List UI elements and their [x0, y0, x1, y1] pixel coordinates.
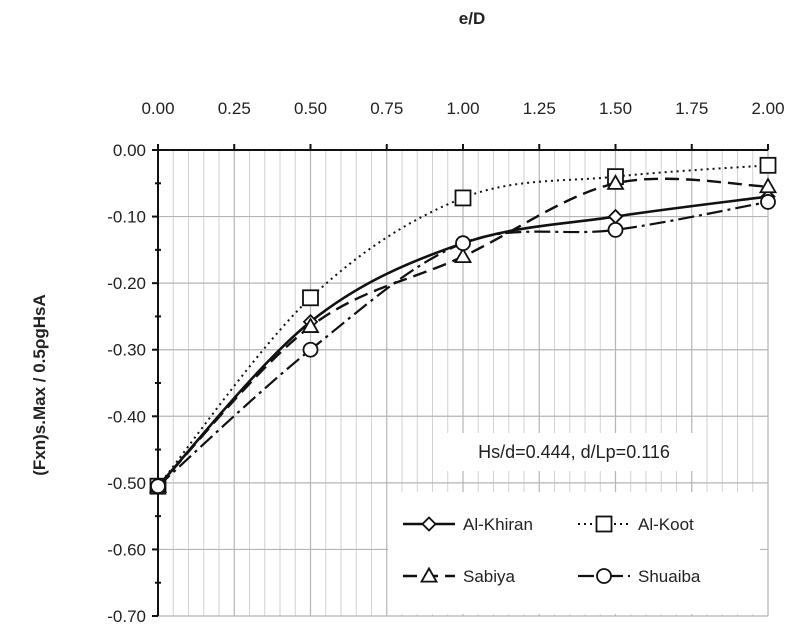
- y-tick-label: -0.10: [107, 208, 146, 227]
- y-tick-labels: 0.00 -0.10 -0.20 -0.30 -0.40 -0.50 -0.60 -0.70: [107, 141, 146, 626]
- x-tick-label: 0.00: [141, 99, 174, 118]
- legend-label: Shuaiba: [638, 567, 701, 586]
- x-tick-label: 0.25: [218, 99, 251, 118]
- y-tick-label: -0.20: [107, 274, 146, 293]
- data-point-circle: [455, 235, 471, 252]
- legend-marker-circle: [596, 568, 612, 584]
- series-line: [157, 164, 769, 487]
- data-point-circle: [302, 341, 319, 358]
- x-tick-label: 2.00: [751, 99, 784, 118]
- x-tick-label: 1.25: [523, 99, 556, 118]
- legend-marker-square: [595, 515, 613, 533]
- axes: [152, 144, 769, 617]
- legend-entry: Sabiya: [403, 566, 516, 586]
- x-tick-label: 1.50: [599, 99, 632, 118]
- y-tick-label: -0.30: [107, 341, 146, 360]
- data-point-triangle: [758, 177, 778, 194]
- data-point-triangle: [301, 317, 320, 333]
- data-point-triangle: [606, 173, 625, 190]
- data-point-square: [759, 156, 777, 174]
- legend-marker-triangle: [419, 566, 439, 583]
- y-tick-label: -0.70: [107, 607, 146, 626]
- annotation: Hs/d=0.444, d/Lp=0.116: [478, 442, 670, 462]
- legend-entry: Shuaiba: [578, 567, 701, 586]
- data-point-square: [302, 289, 319, 307]
- x-tick-label: 0.75: [370, 99, 403, 118]
- x-tick-label: 1.75: [675, 99, 708, 118]
- y-tick-label: -0.60: [107, 540, 146, 559]
- legend-label: Sabiya: [463, 567, 516, 586]
- annotation-box: Hs/d=0.444, d/Lp=0.116: [445, 433, 705, 471]
- legend-label: Al-Khiran: [463, 515, 533, 534]
- y-tick-label: 0.00: [113, 141, 146, 160]
- data-point-circle: [150, 478, 166, 495]
- x-tick-labels: 0.00 0.25 0.50 0.75 1.00 1.25 1.50 1.75 2.00: [141, 99, 784, 118]
- legend-entry: Al-Khiran: [403, 515, 533, 534]
- data-point-square: [454, 189, 472, 207]
- x-tick-label: 0.50: [294, 99, 327, 118]
- legend: Al-Khiran Al-Koot Sabiya Shuaiba: [388, 492, 760, 614]
- legend-marker-diamond: [421, 516, 437, 532]
- y-axis-label: (Fxn)s.Max / 0.5ρgHsA: [30, 294, 49, 476]
- legend-box: [388, 492, 760, 614]
- y-tick-label: -0.40: [107, 407, 146, 426]
- data-point-triangle: [453, 247, 473, 264]
- data-point-diamond: [607, 208, 624, 225]
- series-shuaiba: [150, 194, 776, 495]
- data-point-circle: [760, 194, 776, 210]
- x-axis-label: e/D: [459, 9, 485, 28]
- series-group: [148, 156, 778, 495]
- legend-label: Al-Koot: [638, 515, 694, 534]
- x-tick-label: 1.00: [446, 99, 479, 118]
- y-tick-label: -0.50: [107, 474, 146, 493]
- data-point-circle: [607, 221, 624, 238]
- legend-entry: Al-Koot: [578, 515, 694, 534]
